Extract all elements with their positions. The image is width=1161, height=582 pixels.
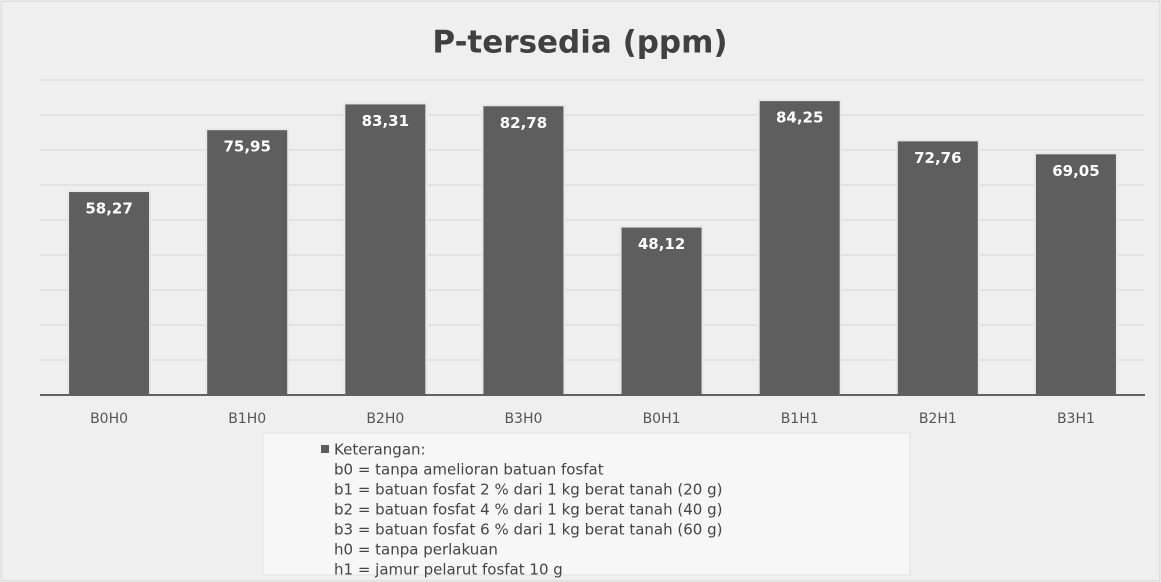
data-label: 48,12 bbox=[638, 235, 685, 253]
chart-title: P-tersedia (ppm) bbox=[432, 25, 727, 61]
bar bbox=[757, 99, 842, 396]
legend-note: h1 = jamur pelarut fosfat 10 g bbox=[334, 561, 563, 579]
legend-label: Keterangan: bbox=[334, 441, 426, 459]
data-label: 84,25 bbox=[776, 109, 823, 127]
legend-note: h0 = tanpa perlakuan bbox=[334, 541, 498, 559]
bar bbox=[895, 139, 980, 396]
bar bbox=[205, 128, 290, 397]
legend-note: b0 = tanpa amelioran batuan fosfat bbox=[334, 461, 604, 479]
data-label: 82,78 bbox=[500, 114, 547, 132]
legend-note: b3 = batuan fosfat 6 % dari 1 kg berat t… bbox=[334, 521, 722, 539]
x-tick-label: B2H1 bbox=[919, 411, 957, 427]
legend-note: b1 = batuan fosfat 2 % dari 1 kg berat t… bbox=[334, 481, 722, 499]
bar bbox=[1033, 152, 1118, 396]
data-label: 69,05 bbox=[1052, 162, 1099, 180]
x-tick-label: B0H0 bbox=[90, 411, 128, 427]
x-tick-label: B1H0 bbox=[228, 411, 266, 427]
bar bbox=[67, 190, 152, 396]
data-label: 58,27 bbox=[85, 200, 132, 218]
bar bbox=[343, 102, 428, 396]
x-tick-label: B1H1 bbox=[781, 411, 819, 427]
data-label: 75,95 bbox=[223, 138, 270, 156]
legend-note: b2 = batuan fosfat 4 % dari 1 kg berat t… bbox=[334, 501, 722, 519]
legend-swatch bbox=[321, 445, 329, 453]
data-label: 72,76 bbox=[914, 149, 961, 167]
data-label: 83,31 bbox=[362, 112, 409, 130]
x-tick-label: B2H0 bbox=[366, 411, 404, 427]
x-tick-label: B3H1 bbox=[1057, 411, 1095, 427]
x-tick-label: B0H1 bbox=[643, 411, 681, 427]
legend-box bbox=[262, 432, 911, 576]
x-tick-label: B3H0 bbox=[504, 411, 542, 427]
bar bbox=[481, 104, 566, 397]
